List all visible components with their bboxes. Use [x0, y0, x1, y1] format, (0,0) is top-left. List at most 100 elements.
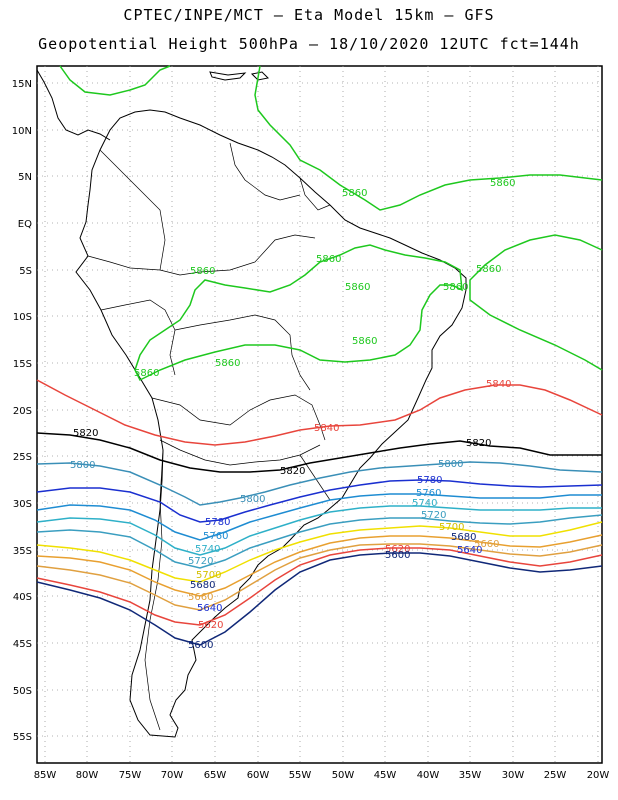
contour-label-5820: 5820: [280, 466, 305, 477]
latitude-axis: 15N 10N 5N EQ 5S 10S 15S 20S 25S 30S 35S…: [12, 79, 32, 743]
country-border: [159, 234, 316, 276]
lon-tick: 30W: [502, 770, 525, 781]
contour-5860: [254, 65, 603, 211]
lat-tick: EQ: [18, 219, 32, 230]
contour-5740: [36, 505, 602, 556]
contour-5700: [36, 521, 603, 583]
contour-label-5860: 5860: [352, 336, 377, 347]
contour-label-5760: 5760: [203, 531, 228, 542]
contour-label-5860: 5860: [215, 358, 240, 369]
contours: [36, 65, 603, 646]
lon-tick: 50W: [332, 770, 355, 781]
contour-label-5720: 5720: [421, 510, 446, 521]
country-border: [99, 149, 166, 271]
lat-tick: 10S: [13, 312, 32, 323]
contour-label-5820: 5820: [466, 438, 491, 449]
country-border: [159, 439, 321, 466]
country-border: [229, 142, 301, 201]
contour-label-5860: 5860: [342, 188, 367, 199]
lat-tick: 10N: [12, 126, 32, 137]
contour-5760: [36, 493, 602, 541]
lat-tick: 20S: [13, 406, 32, 417]
lat-tick: 30S: [13, 499, 32, 510]
contour-label-5680: 5680: [451, 532, 476, 543]
lat-tick: 45S: [13, 639, 32, 650]
lat-tick: 5S: [19, 266, 32, 277]
contour-5780: [36, 479, 603, 523]
contour-labels: 5860 5860 5860 5860 5860 5860 5860 5860 …: [70, 178, 515, 651]
lon-tick: 65W: [204, 770, 227, 781]
map-title-line1: CPTEC/INPE/MCT – Eta Model 15km – GFS: [123, 6, 495, 24]
lat-tick: 35S: [13, 546, 32, 557]
caribbean-island: [209, 71, 247, 81]
contour-5820: [36, 432, 602, 473]
country-border: [87, 255, 161, 271]
lon-tick: 75W: [119, 770, 142, 781]
country-border: [144, 449, 164, 731]
contour-5720: [36, 514, 603, 569]
graticule: [37, 66, 602, 763]
lat-tick: 50S: [13, 686, 32, 697]
contour-label-5740: 5740: [412, 498, 437, 509]
contour-label-5640: 5640: [457, 545, 482, 556]
contour-label-5860: 5860: [476, 264, 501, 275]
contour-5800: [36, 461, 603, 506]
lat-tick: 15N: [12, 79, 32, 90]
contour-5860-inland: [134, 244, 463, 382]
contour-label-5860: 5860: [316, 254, 341, 265]
lon-tick: 25W: [544, 770, 567, 781]
contour-label-5780: 5780: [205, 517, 230, 528]
contour-5620: [36, 547, 603, 626]
longitude-axis: 85W 80W 75W 70W 65W 60W 55W 50W 45W 40W …: [34, 770, 610, 781]
lon-tick: 40W: [417, 770, 440, 781]
country-border: [299, 454, 331, 501]
contour-label-5800: 5800: [438, 459, 463, 470]
contour-label-5840: 5840: [314, 423, 339, 434]
country-border: [100, 299, 176, 376]
lat-tick: 25S: [13, 452, 32, 463]
contour-5840: [36, 379, 603, 446]
lat-tick: 40S: [13, 592, 32, 603]
lon-tick: 60W: [247, 770, 270, 781]
contour-label-5660: 5660: [188, 592, 213, 603]
contour-5680: [36, 534, 603, 597]
country-border: [299, 177, 331, 211]
contour-label-5600: 5600: [188, 640, 213, 651]
contour-label-5860: 5860: [190, 266, 215, 277]
contour-label-5640: 5640: [197, 603, 222, 614]
contour-label-5840: 5840: [486, 379, 511, 390]
map-title-line2: Geopotential Height 500hPa – 18/10/2020 …: [38, 35, 580, 53]
lat-tick: 5N: [18, 172, 32, 183]
contour-label-5620: 5620: [385, 544, 410, 555]
contour-label-5780: 5780: [417, 475, 442, 486]
contour-label-5860: 5860: [345, 282, 370, 293]
country-border: [151, 394, 326, 441]
contour-label-5760: 5760: [416, 488, 441, 499]
lon-tick: 35W: [459, 770, 482, 781]
contour-5860-east: [469, 234, 603, 371]
contour-label-5860: 5860: [490, 178, 515, 189]
map-frame: [36, 65, 603, 764]
contour-label-5740: 5740: [195, 544, 220, 555]
contour-label-5800: 5800: [240, 494, 265, 505]
contour-label-5860: 5860: [443, 282, 468, 293]
lon-tick: 45W: [374, 770, 397, 781]
contour-5860-north: [59, 65, 171, 96]
lon-tick: 70W: [161, 770, 184, 781]
contour-label-5860: 5860: [134, 368, 159, 379]
contour-label-5720: 5720: [188, 556, 213, 567]
lon-tick: 85W: [34, 770, 57, 781]
contour-label-5600: 5600: [385, 550, 410, 561]
contour-5660: [36, 543, 603, 611]
lon-tick: 55W: [289, 770, 312, 781]
contour-label-5700: 5700: [196, 570, 221, 581]
contour-label-5660: 5660: [474, 539, 499, 550]
lat-tick: 55S: [13, 732, 32, 743]
contour-label-5680: 5680: [190, 580, 215, 591]
contour-5600: [36, 552, 603, 646]
country-border: [174, 314, 311, 391]
lon-tick: 80W: [76, 770, 99, 781]
contour-label-5820: 5820: [73, 428, 98, 439]
contour-label-5800: 5800: [70, 460, 95, 471]
